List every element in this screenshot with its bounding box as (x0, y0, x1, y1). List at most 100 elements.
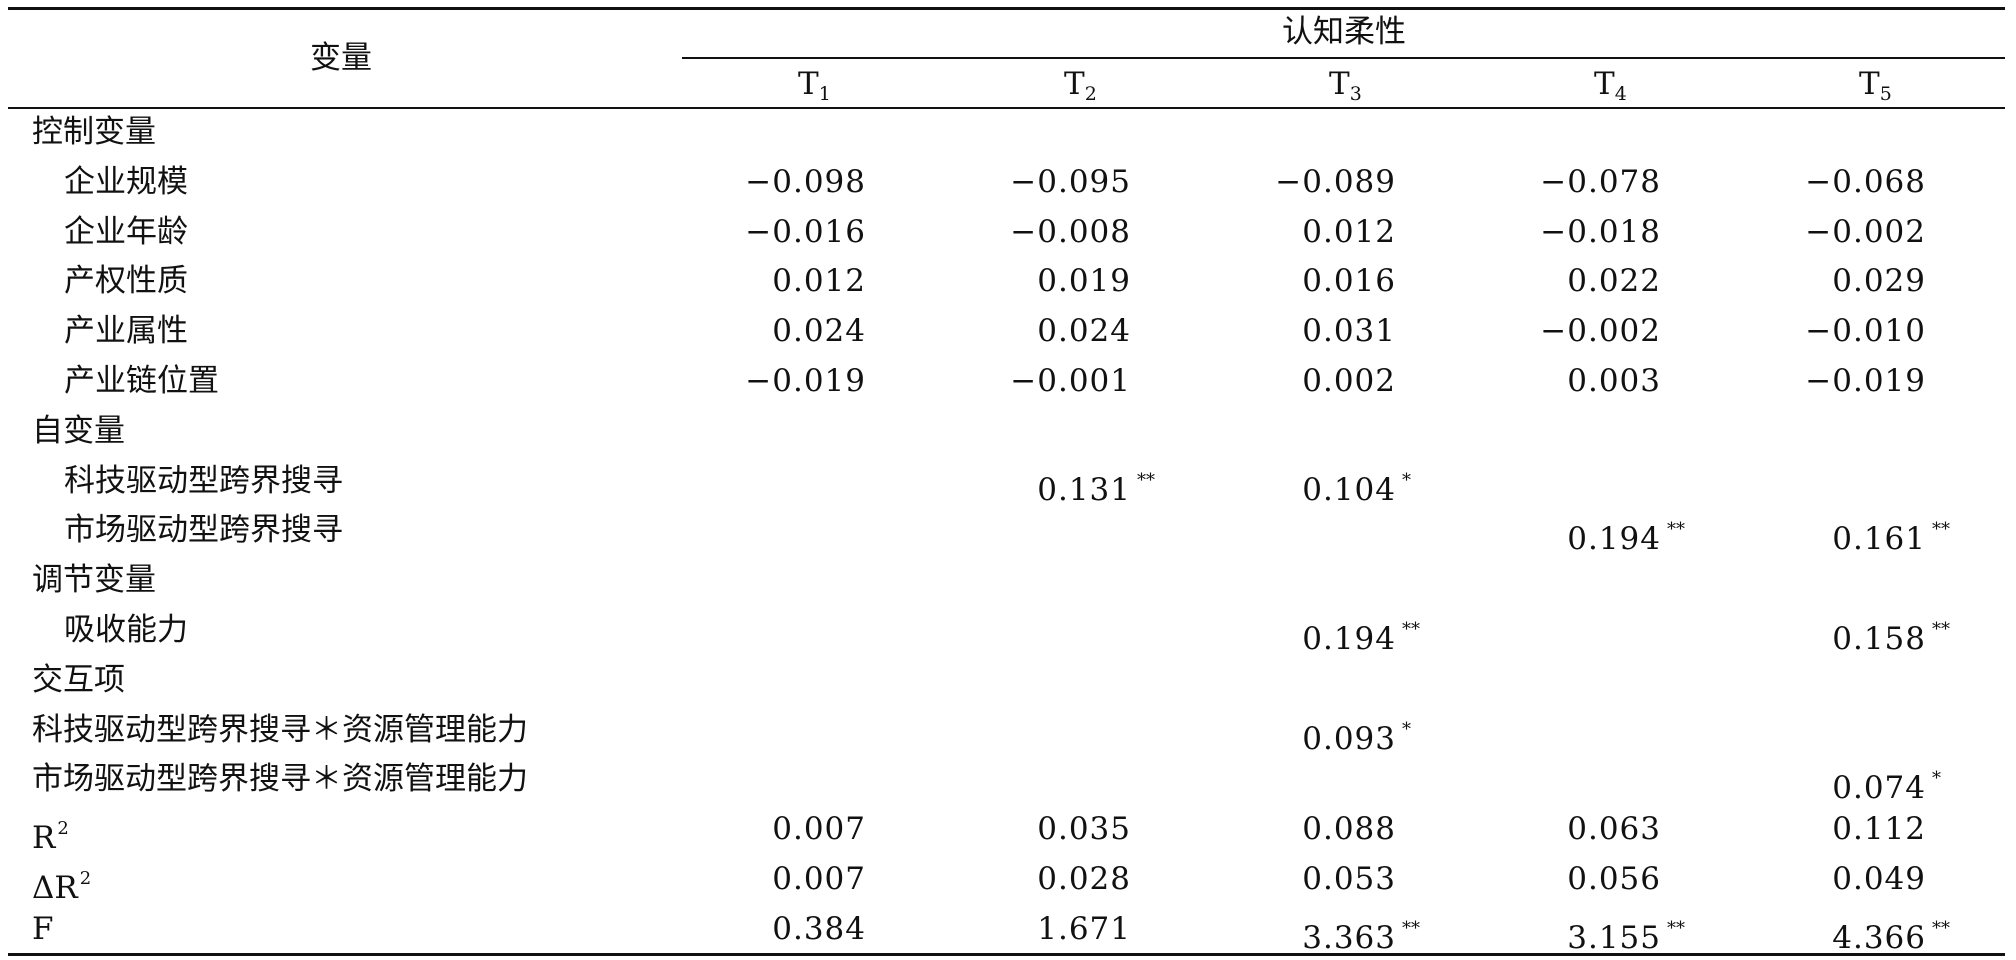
row-label-text: 吸收能力 (64, 612, 188, 648)
table-cell: −0.019 (1805, 361, 1926, 401)
cell-value: −0.019 (1805, 363, 1926, 399)
row-label-text: R (32, 820, 56, 857)
row-label-text: 企业规模 (64, 163, 188, 200)
table-cell: −0.098 (745, 162, 866, 202)
row-label-superscript: 2 (79, 868, 92, 889)
table-cell: −0.001 (1010, 361, 1131, 401)
row-label: F (32, 909, 54, 949)
row-label: 科技驱动型跨界搜寻 (64, 461, 343, 501)
cell-value: 0.002 (1302, 363, 1396, 399)
table-cell: 0.384 (772, 909, 866, 949)
cell-value: 0.074 (1832, 770, 1926, 807)
table-cell: 0.019 (1037, 261, 1131, 301)
cell-value: 0.003 (1567, 363, 1661, 399)
column-header-base: T (1594, 66, 1615, 102)
row-label-superscript: 2 (57, 818, 69, 840)
cell-value: −0.089 (1275, 163, 1396, 200)
table-cell: 0.002 (1302, 361, 1396, 401)
row-label: 市场驱动型跨界搜寻＊资源管理能力 (32, 759, 528, 799)
cell-value: 0.161 (1832, 521, 1926, 558)
cell-value: 0.053 (1302, 861, 1396, 897)
cell-value: 0.093 (1302, 720, 1396, 757)
row-label-text: 产业链位置 (64, 363, 219, 399)
significance-marker: ** (1667, 917, 1685, 939)
row-label-text: 交互项 (32, 661, 125, 698)
significance-marker: ** (1402, 917, 1420, 939)
column-header-base: T (1859, 66, 1880, 102)
table-cell: 0.161 ** (1832, 510, 1950, 559)
cell-value: 0.194 (1302, 621, 1396, 657)
cell-value: −0.002 (1805, 213, 1926, 250)
column-header-t3: T3 (1329, 64, 1362, 114)
cell-value: 0.029 (1832, 263, 1926, 300)
table-top-rule (8, 7, 2005, 10)
cell-value: 0.056 (1567, 861, 1661, 897)
significance-marker: ** (1402, 619, 1420, 640)
cell-value: 0.007 (772, 861, 866, 897)
row-label: 自变量 (32, 411, 125, 451)
cell-value: 1.671 (1037, 910, 1131, 947)
cell-value: 0.131 (1037, 471, 1131, 508)
row-label: 企业规模 (64, 162, 188, 202)
significance-marker: * (1402, 469, 1411, 491)
table-cell: 0.112 (1832, 809, 1926, 849)
significance-marker: ** (1932, 519, 1950, 541)
table-cell: −0.068 (1805, 162, 1926, 202)
cell-value: 0.012 (772, 263, 866, 300)
cell-value: −0.098 (745, 163, 866, 200)
table-cell: 0.053 (1302, 859, 1396, 899)
table-cell: −0.008 (1010, 212, 1131, 252)
cell-value: 0.194 (1567, 521, 1661, 558)
row-label-text: 科技驱动型跨界搜寻 (64, 462, 343, 499)
table-cell: −0.002 (1805, 212, 1926, 252)
table-cell: 0.049 (1832, 859, 1926, 899)
row-label: 产业属性 (64, 311, 188, 351)
group-header-underline (682, 57, 2005, 59)
cell-value: −0.002 (1540, 313, 1661, 350)
table-cell: 0.016 (1302, 261, 1396, 301)
table-cell: 0.022 (1567, 261, 1661, 301)
row-label-text: 科技驱动型跨界搜寻＊资源管理能力 (32, 711, 528, 748)
significance-marker: ** (1137, 469, 1155, 491)
cell-value: −0.068 (1805, 163, 1926, 200)
table-bottom-rule (8, 953, 2005, 956)
column-header-base: T (798, 66, 819, 102)
cell-value: 3.363 (1302, 919, 1396, 956)
table-cell: 0.074 * (1832, 759, 1941, 808)
column-header-t4: T4 (1594, 64, 1627, 114)
row-label-text: 调节变量 (32, 562, 156, 599)
table-cell: 4.366 ** (1832, 909, 1950, 958)
table-cell: 0.012 (772, 261, 866, 301)
column-header-t1: T1 (798, 64, 831, 114)
column-header-subscript: 3 (1349, 83, 1362, 105)
cell-value: 0.112 (1832, 811, 1926, 848)
row-label-text: 企业年龄 (64, 213, 188, 250)
table-cell: 0.028 (1037, 859, 1131, 899)
cell-value: 0.063 (1567, 811, 1661, 848)
row-label: 产权性质 (64, 261, 188, 301)
row-label-text: 控制变量 (32, 114, 156, 150)
table-cell: −0.019 (745, 361, 866, 401)
row-label-text: 产权性质 (64, 263, 188, 300)
cell-value: −0.008 (1010, 213, 1131, 250)
table-cell: −0.002 (1540, 311, 1661, 351)
header-variable: 变量 (310, 40, 372, 76)
column-header-base: T (1329, 66, 1350, 102)
row-label: 企业年龄 (64, 212, 188, 252)
table-cell: 0.131 ** (1037, 461, 1155, 510)
row-label: 调节变量 (32, 560, 156, 600)
row-label: ΔR 2 (32, 859, 91, 908)
cell-value: 0.384 (772, 910, 866, 947)
cell-value: 0.049 (1832, 861, 1926, 897)
cell-value: −0.019 (745, 363, 866, 399)
cell-value: 4.366 (1832, 919, 1926, 956)
cell-value: 0.024 (772, 313, 866, 350)
cell-value: 0.158 (1832, 621, 1926, 657)
table-cell: 0.035 (1037, 809, 1131, 849)
header-bottom-rule (8, 107, 2005, 109)
table-cell: 0.024 (1037, 311, 1131, 351)
table-cell: −0.016 (745, 212, 866, 252)
table-cell: 0.194 ** (1567, 510, 1685, 559)
row-label: 科技驱动型跨界搜寻＊资源管理能力 (32, 710, 528, 750)
